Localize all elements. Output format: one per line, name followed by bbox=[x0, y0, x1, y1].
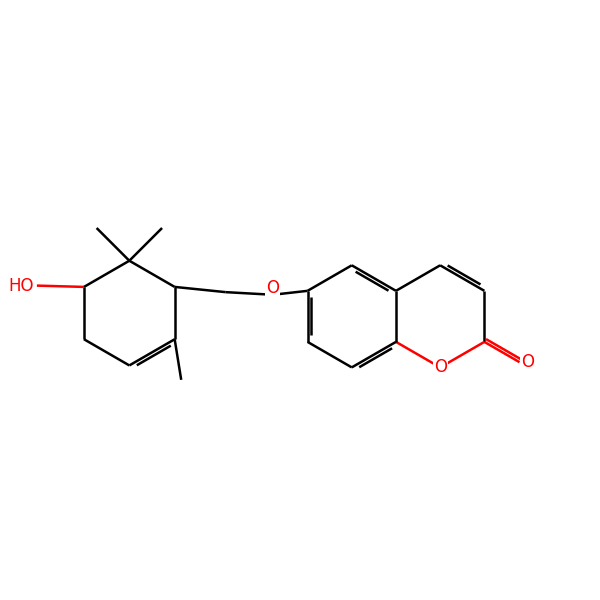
Text: O: O bbox=[266, 279, 280, 297]
Text: O: O bbox=[434, 358, 446, 376]
Text: HO: HO bbox=[8, 277, 34, 295]
Text: O: O bbox=[521, 353, 534, 371]
